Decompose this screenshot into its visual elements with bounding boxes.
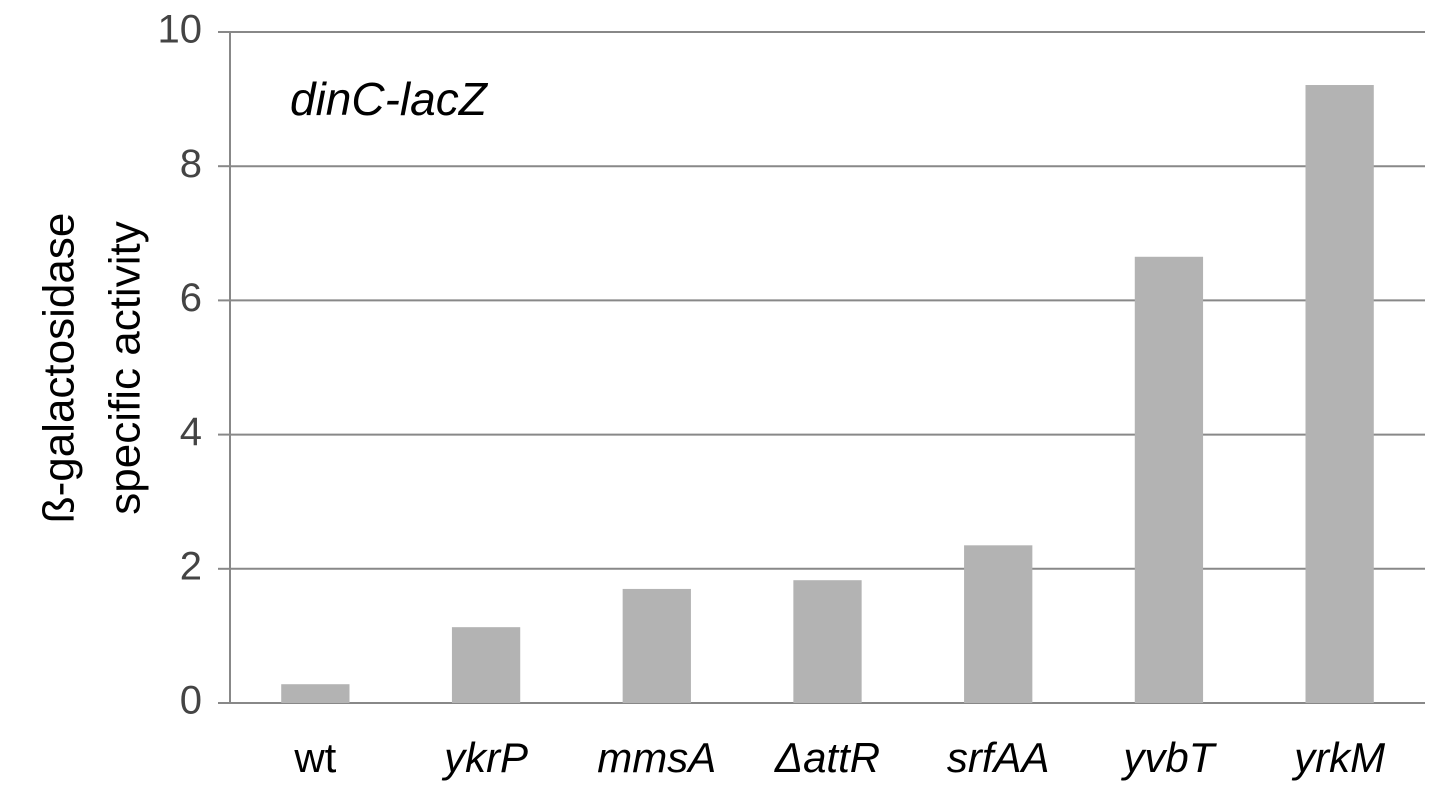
y-tick-label: 2 xyxy=(180,544,202,588)
y-tick-label: 0 xyxy=(180,679,202,723)
bar xyxy=(281,684,350,703)
bar xyxy=(964,545,1033,703)
y-tick-label: 8 xyxy=(180,142,202,186)
y-tick-label: 4 xyxy=(180,410,202,454)
y-axis-label: ß-galactosidase xyxy=(35,213,84,524)
x-tick-label: ΔattR xyxy=(774,734,880,781)
x-tick-label: mmsA xyxy=(597,734,716,781)
x-tick-label: wt xyxy=(293,734,336,781)
x-tick-label: yvbT xyxy=(1120,734,1217,781)
bar xyxy=(1134,256,1204,703)
bar xyxy=(622,588,691,703)
bar xyxy=(793,580,862,703)
y-axis-label: specific activity xyxy=(101,221,150,514)
bar xyxy=(451,627,521,703)
annotation: dinC-lacZ xyxy=(290,73,489,125)
x-tick-label: yrkM xyxy=(1291,734,1385,781)
x-tick-label: ykrP xyxy=(441,734,528,781)
x-tick-label: srfAA xyxy=(947,734,1050,781)
y-tick-label: 10 xyxy=(158,8,203,52)
y-tick-label: 6 xyxy=(180,276,202,320)
bar xyxy=(1305,85,1374,703)
